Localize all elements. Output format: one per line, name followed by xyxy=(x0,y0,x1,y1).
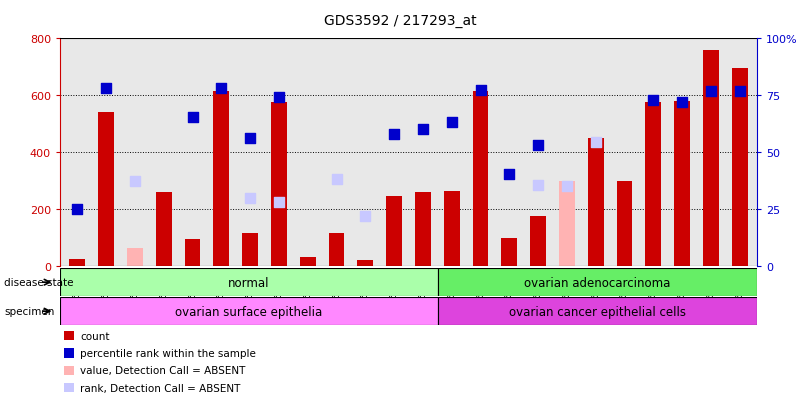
Bar xyxy=(415,192,431,266)
Text: normal: normal xyxy=(228,276,270,289)
Bar xyxy=(70,259,85,266)
Bar xyxy=(588,139,604,266)
Bar xyxy=(530,217,546,266)
Bar xyxy=(213,92,229,266)
Point xyxy=(128,178,141,185)
Point xyxy=(561,183,574,190)
Point xyxy=(272,94,285,101)
Point xyxy=(704,88,717,95)
Bar xyxy=(437,297,757,325)
Bar xyxy=(386,197,402,266)
Point xyxy=(186,114,199,121)
Bar xyxy=(617,181,633,266)
Bar xyxy=(300,258,316,266)
Point xyxy=(330,176,343,183)
Text: rank, Detection Call = ABSENT: rank, Detection Call = ABSENT xyxy=(80,383,240,393)
Point xyxy=(733,88,746,95)
Point xyxy=(590,140,602,146)
Bar xyxy=(437,268,757,297)
Point xyxy=(359,214,372,220)
Text: value, Detection Call = ABSENT: value, Detection Call = ABSENT xyxy=(80,366,245,375)
Point xyxy=(272,199,285,206)
Bar xyxy=(184,240,200,266)
Bar xyxy=(357,261,373,266)
Bar xyxy=(501,238,517,266)
Point xyxy=(244,135,256,142)
Point xyxy=(647,97,660,104)
Point xyxy=(417,127,429,133)
Bar xyxy=(473,92,489,266)
Bar xyxy=(674,102,690,266)
Bar xyxy=(530,230,546,266)
Point xyxy=(71,206,84,213)
Bar xyxy=(732,69,747,266)
Point xyxy=(388,131,400,138)
Point xyxy=(244,195,256,202)
Text: disease state: disease state xyxy=(4,278,74,287)
Bar xyxy=(242,234,258,266)
Bar xyxy=(444,191,460,266)
Point xyxy=(503,171,516,178)
Bar xyxy=(357,261,373,266)
Bar xyxy=(127,248,143,266)
Bar xyxy=(300,258,316,266)
Bar xyxy=(60,268,437,297)
Text: ovarian cancer epithelial cells: ovarian cancer epithelial cells xyxy=(509,305,686,318)
Bar xyxy=(703,50,718,266)
Point xyxy=(474,87,487,94)
Point xyxy=(532,182,545,189)
Point xyxy=(215,85,227,92)
Point xyxy=(100,85,113,92)
Bar xyxy=(60,297,437,325)
Bar xyxy=(328,234,344,266)
Bar xyxy=(328,235,344,266)
Bar xyxy=(156,192,171,266)
Text: GDS3592 / 217293_at: GDS3592 / 217293_at xyxy=(324,14,477,28)
Bar xyxy=(646,103,661,266)
Point xyxy=(676,100,689,107)
Text: count: count xyxy=(80,331,110,341)
Bar xyxy=(271,103,287,266)
Bar xyxy=(99,113,114,266)
Text: ovarian adenocarcinoma: ovarian adenocarcinoma xyxy=(524,276,670,289)
Text: percentile rank within the sample: percentile rank within the sample xyxy=(80,348,256,358)
Bar xyxy=(559,181,575,266)
Point xyxy=(532,142,545,149)
Text: specimen: specimen xyxy=(4,306,54,316)
Text: ovarian surface epithelia: ovarian surface epithelia xyxy=(175,305,323,318)
Point xyxy=(445,120,458,126)
